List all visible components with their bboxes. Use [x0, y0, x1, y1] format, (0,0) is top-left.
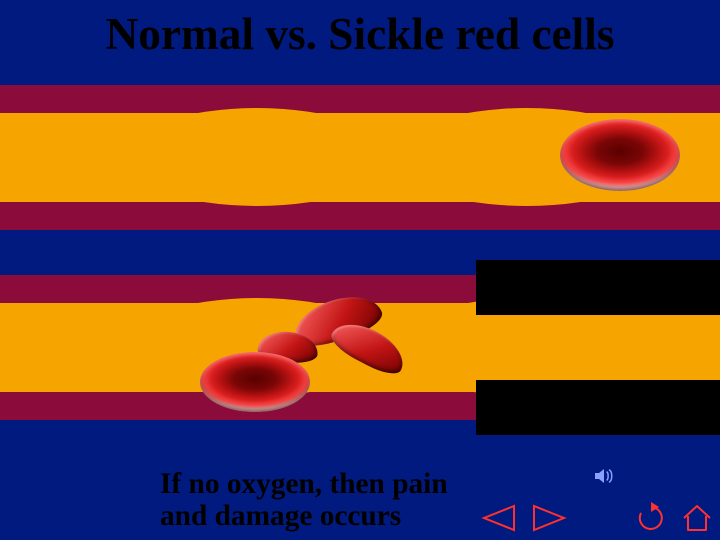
sickle-panel-rbc	[200, 352, 310, 412]
home-button[interactable]	[680, 502, 714, 534]
blocked-region-bottom	[476, 380, 720, 435]
slide-title: Normal vs. Sickle red cells	[0, 8, 720, 60]
restart-icon	[634, 502, 668, 534]
vessel-normal-bot-wall	[0, 202, 720, 230]
next-button[interactable]	[530, 502, 570, 534]
normal-rbc-body	[560, 119, 680, 191]
caption: If no oxygen, then pain and damage occur…	[160, 468, 448, 533]
sickle-panel-rbc-body	[200, 352, 310, 412]
triangle-right-icon	[530, 502, 570, 534]
nav-prev-next	[478, 502, 570, 534]
caption-line1: If no oxygen, then pain	[160, 468, 448, 500]
prev-button[interactable]	[478, 502, 518, 534]
vessel-normal	[0, 85, 720, 230]
normal-rbc	[560, 119, 680, 191]
vessel-normal-constrict-left	[122, 108, 392, 206]
triangle-left-icon	[478, 502, 518, 534]
speaker-icon[interactable]	[592, 464, 616, 493]
home-icon	[680, 502, 714, 534]
vessel-normal-top-wall	[0, 85, 720, 113]
blocked-region-top	[476, 260, 720, 315]
caption-line2: and damage occurs	[160, 500, 448, 532]
restart-button[interactable]	[634, 502, 668, 534]
nav-restart-home	[634, 502, 714, 534]
